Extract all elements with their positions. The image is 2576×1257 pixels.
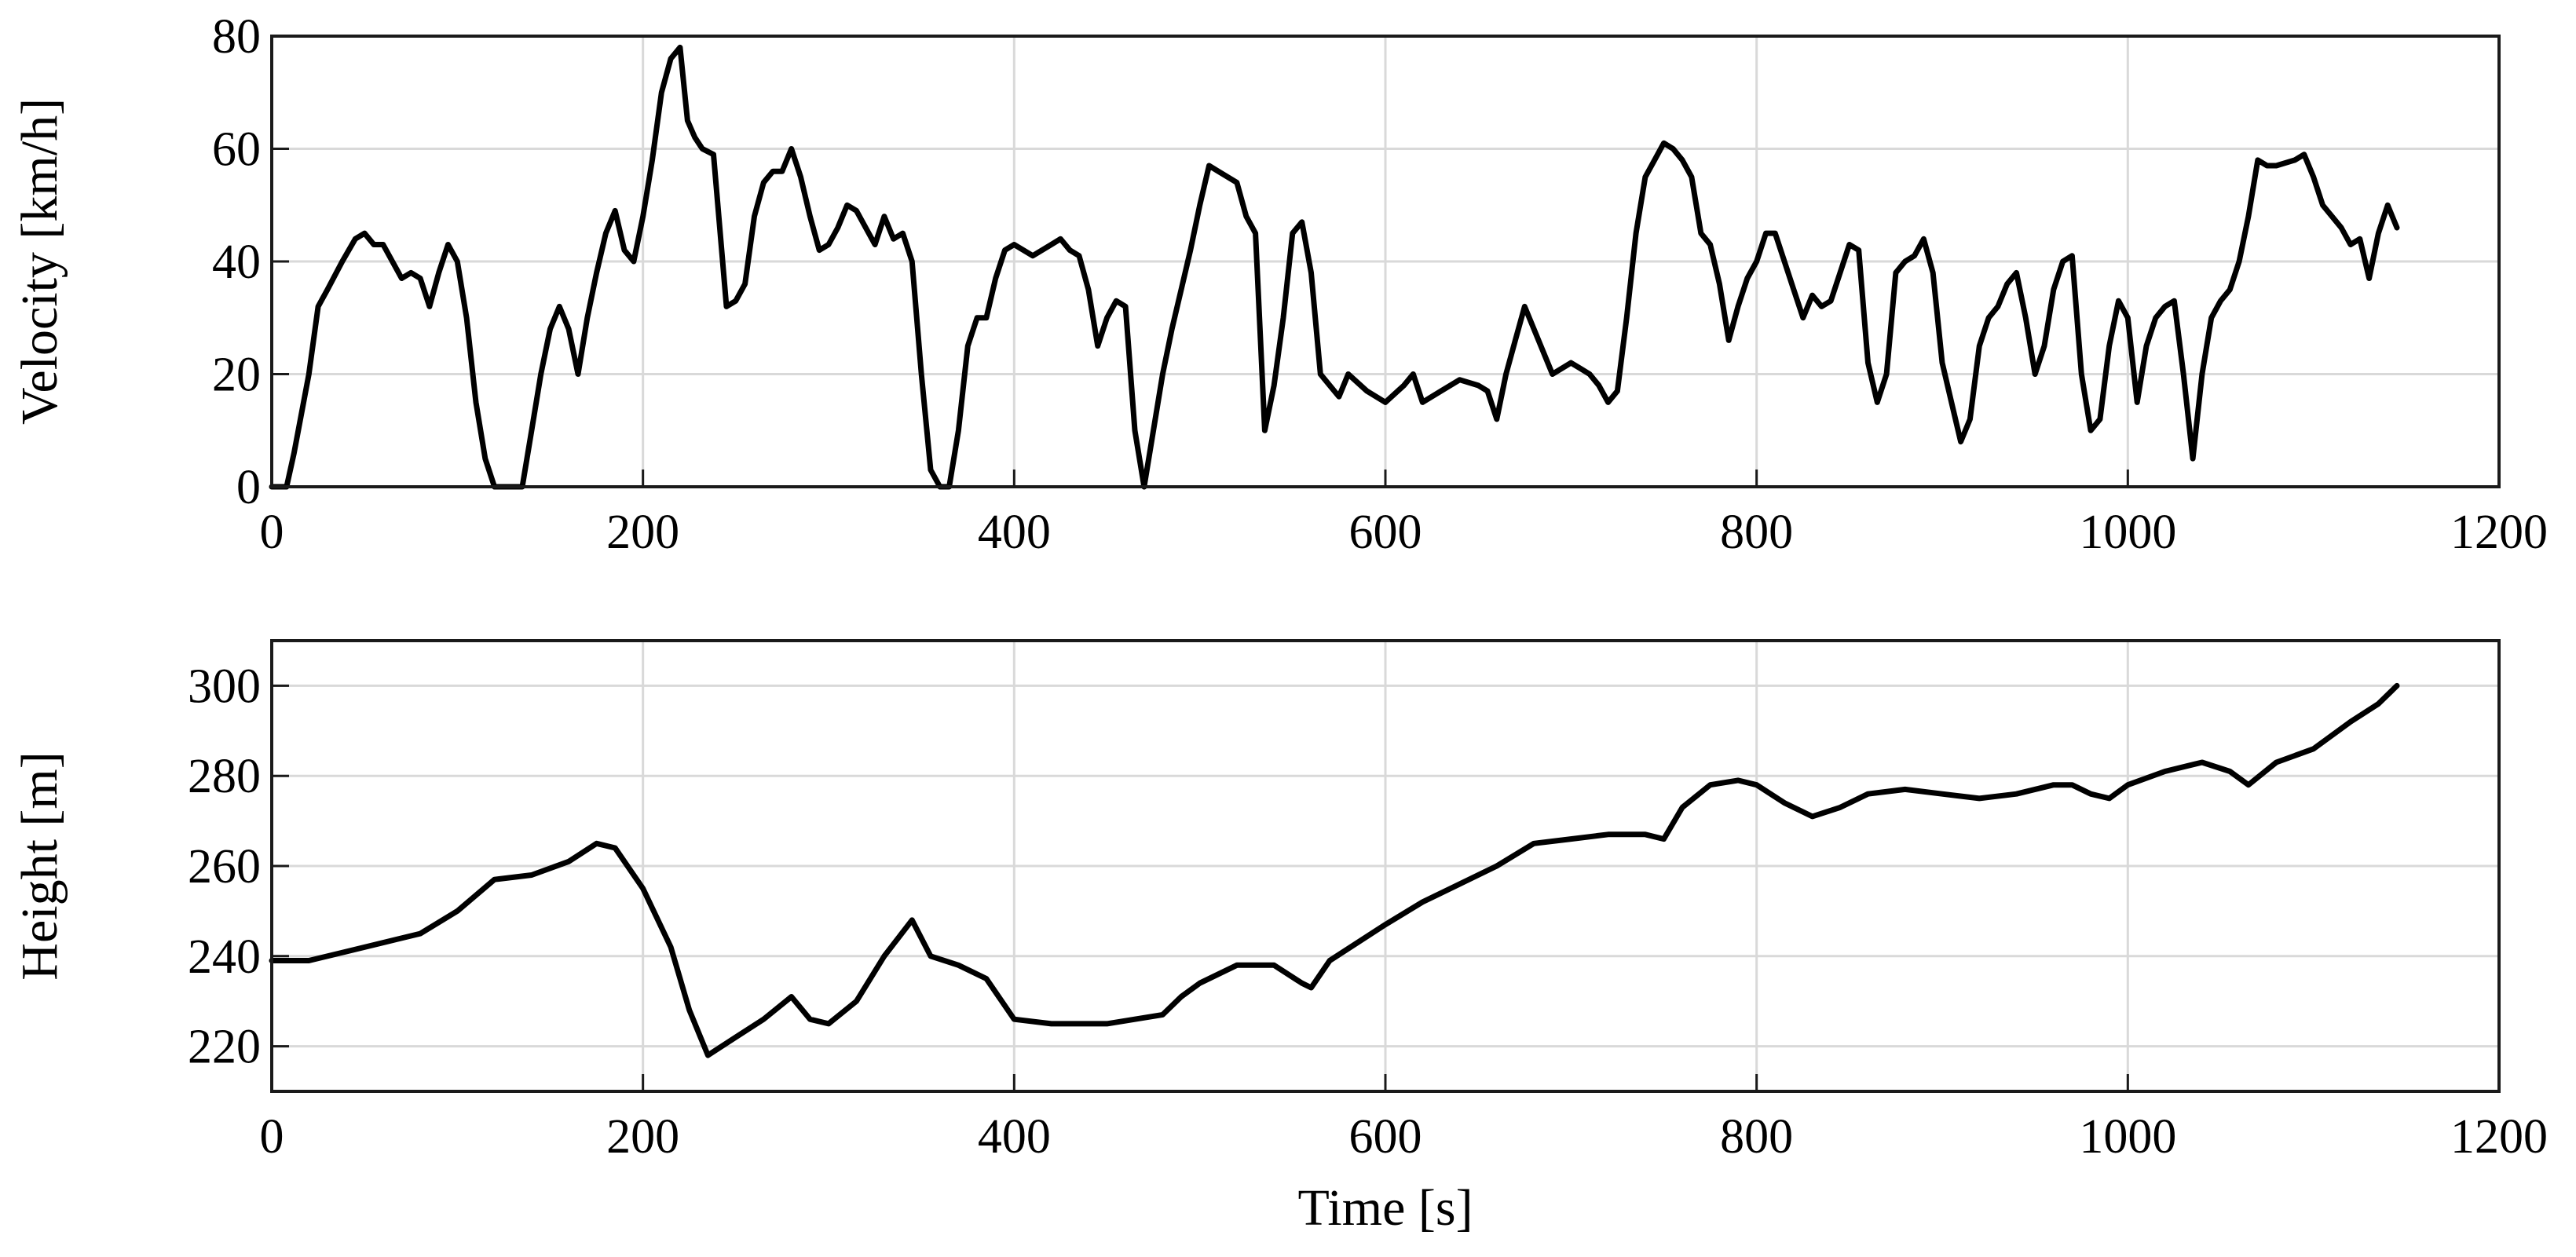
velocity-series-line	[269, 44, 2400, 490]
height-series	[269, 682, 2400, 1058]
height-x-tick-label: 1200	[2450, 1110, 2548, 1164]
velocity-y-tick-label: 0	[236, 461, 261, 514]
height-y-axis-label: Height [m]	[11, 751, 68, 980]
height-y-tick-label: 240	[188, 930, 261, 984]
height-y-tick-label: 220	[188, 1021, 261, 1074]
height-ticks: 0 200 400 600 800 1000 1200 220 240 260 280 300	[188, 660, 2548, 1164]
velocity-series	[269, 44, 2400, 490]
height-x-tick-label: 0	[260, 1110, 284, 1164]
velocity-x-tick-label: 200	[606, 506, 679, 559]
height-x-axis-label: Time [s]	[1297, 1179, 1473, 1237]
velocity-x-tick-label: 600	[1349, 506, 1422, 559]
height-gridlines	[270, 641, 2501, 1091]
velocity-y-tick-label: 40	[212, 236, 261, 289]
velocity-x-tick-label: 1000	[2079, 506, 2176, 559]
velocity-ticks: 0 200 400 600 800 1000 1200 0 20 40 60 80	[212, 10, 2548, 559]
velocity-x-tick-label: 800	[1720, 506, 1793, 559]
height-y-tick-label: 260	[188, 840, 261, 893]
velocity-y-tick-label: 80	[212, 10, 261, 64]
height-x-tick-label: 600	[1349, 1110, 1422, 1164]
velocity-x-tick-label: 0	[260, 506, 284, 559]
height-x-tick-label: 1000	[2079, 1110, 2176, 1164]
velocity-plot: 0 200 400 600 800 1000 1200 0 20 40 60 80 Velocity …	[11, 10, 2548, 559]
velocity-y-tick-label: 20	[212, 349, 261, 402]
height-plot: 0 200 400 600 800 1000 1200 220 240 260 280 300 Hei…	[11, 639, 2548, 1237]
velocity-x-tick-label: 1200	[2450, 506, 2548, 559]
height-x-tick-label: 400	[978, 1110, 1051, 1164]
velocity-gridlines	[270, 35, 2501, 488]
height-y-tick-label: 280	[188, 750, 261, 803]
velocity-y-axis-label: Velocity [km/h]	[11, 98, 68, 425]
height-y-tick-label: 300	[188, 660, 261, 713]
height-x-tick-label: 800	[1720, 1110, 1793, 1164]
velocity-x-tick-label: 400	[978, 506, 1051, 559]
height-x-tick-label: 200	[606, 1110, 679, 1164]
height-series-line	[269, 682, 2400, 1058]
velocity-y-tick-label: 60	[212, 123, 261, 177]
